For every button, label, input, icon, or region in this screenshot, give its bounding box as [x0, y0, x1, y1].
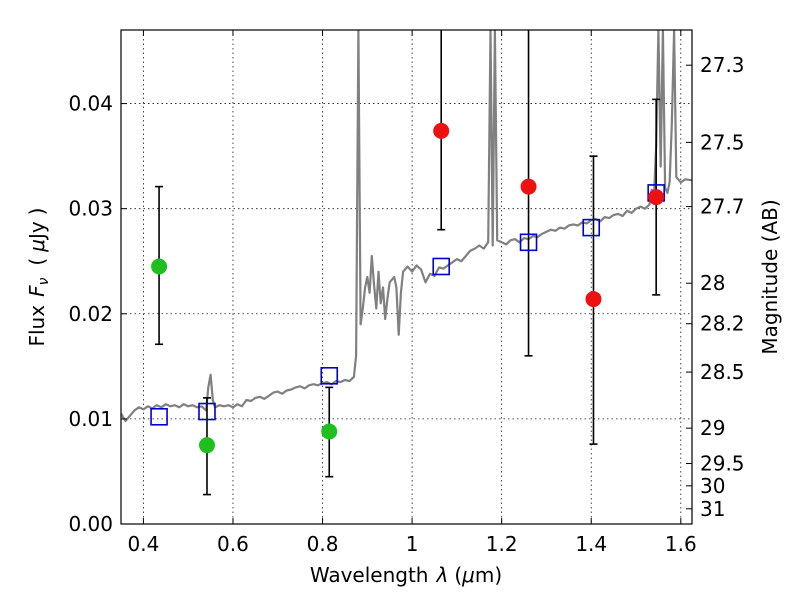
- mag-tick-label: 28.5: [700, 360, 745, 384]
- x-tick-label: 1.2: [486, 532, 518, 556]
- data-points-layer: [150, 30, 665, 496]
- mag-tick-label: 27.7: [700, 195, 745, 219]
- x-tick-label: 1: [406, 532, 419, 556]
- red-limit-marker: [648, 189, 665, 206]
- model-square-marker: [519, 233, 538, 252]
- model-spectrum-line: [121, 30, 692, 423]
- x-tick-label: 0.6: [217, 532, 249, 556]
- mag-tick-label: 29.5: [700, 452, 745, 476]
- y-axis-title: FluxFν(μJy): [25, 207, 52, 346]
- tick-labels: 0.4 0.6 0.8 1 1.2 1.4 1.6 0.00 0.01 0.02 0.03 0.04 2…: [68, 53, 744, 556]
- x-axis-title: Wavelength λ (μm): [310, 563, 502, 587]
- red-limit-marker: [433, 122, 450, 139]
- model-square-marker: [320, 366, 339, 385]
- mag-tick-label: 28.2: [700, 312, 745, 336]
- red-limit-marker: [585, 291, 602, 308]
- red-limit-marker: [520, 178, 537, 195]
- mag-tick-label: 30: [700, 474, 725, 498]
- x-tick-label: 1.4: [575, 532, 607, 556]
- y-tick-label: 0.04: [68, 92, 113, 116]
- y-tick-label: 0.02: [68, 302, 113, 326]
- model-square-marker: [150, 407, 168, 426]
- mag-tick-label: 31: [700, 497, 725, 521]
- mag-tick-label: 27.3: [700, 53, 745, 77]
- x-tick-label: 0.8: [307, 532, 339, 556]
- y-tick-label: 0.03: [68, 197, 113, 221]
- model-square-marker: [198, 402, 216, 421]
- spectrum-layer: [121, 30, 692, 423]
- green-detection-marker: [321, 423, 338, 440]
- plot-frame: [120, 29, 693, 525]
- mag-tick-label: 27.5: [700, 130, 745, 154]
- tick-marks: [121, 30, 692, 525]
- mag-tick-label: 29: [700, 416, 725, 440]
- y-tick-label: 0.00: [68, 512, 113, 536]
- model-square-marker: [432, 257, 451, 276]
- mag-tick-label: 28: [700, 271, 725, 295]
- green-detection-marker: [151, 258, 168, 275]
- x-tick-label: 0.4: [127, 532, 159, 556]
- x-tick-label: 1.6: [665, 532, 697, 556]
- y2-axis-title: Magnitude (AB): [758, 199, 782, 354]
- y-tick-label: 0.01: [68, 407, 113, 431]
- green-detection-marker: [198, 437, 215, 454]
- model-square-marker: [582, 218, 601, 237]
